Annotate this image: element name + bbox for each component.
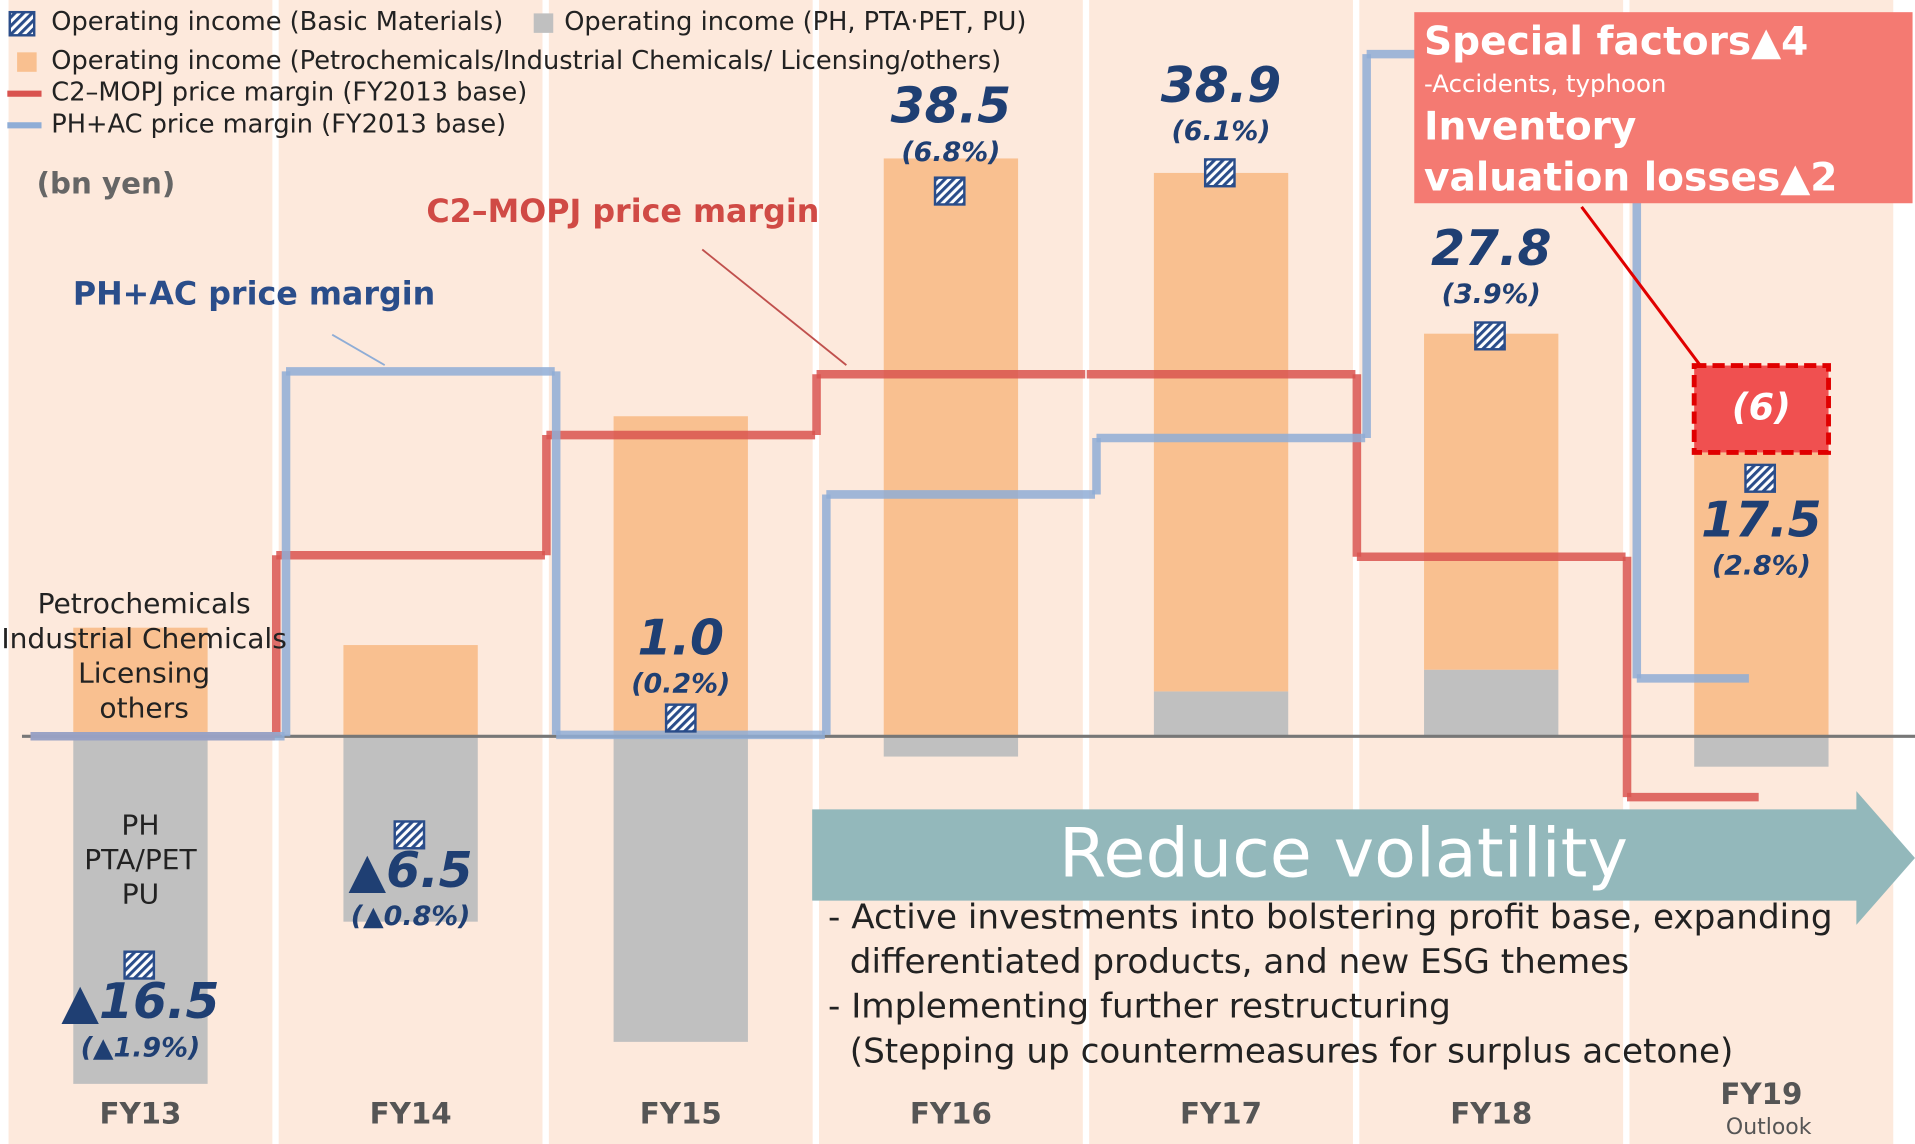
legend-label: Operating income (Basic Materials) <box>51 7 503 37</box>
margin-label: (6.8%) <box>901 137 1000 168</box>
hatch-icon <box>664 703 697 733</box>
bullet-text: (Stepping up countermeasures for surplus… <box>828 1031 1733 1071</box>
margin-label: (3.9%) <box>1442 279 1541 310</box>
segment-note: Licensing <box>78 657 210 690</box>
segment-note: Industrial Chemicals <box>1 622 287 655</box>
margin-label: (2.8%) <box>1712 551 1811 582</box>
hatch-icon <box>1474 321 1506 351</box>
legend-label: PH+AC price margin (FY2013 base) <box>51 109 506 139</box>
x-tick-label: FY18 <box>1450 1096 1532 1130</box>
annotation-leader <box>331 333 386 366</box>
bullet-text: differentiated products, and new ESG the… <box>828 942 1629 982</box>
segment-note: PU <box>122 878 159 911</box>
special-arrow <box>1580 205 1702 367</box>
legend-label: Operating income (PH, PTA·PET, PU) <box>564 7 1026 37</box>
unit-label: (bn yen) <box>37 167 176 201</box>
total-label: 38.5 <box>891 79 1011 135</box>
x-tick-label: FY16 <box>910 1096 992 1130</box>
bar-segment <box>1424 333 1559 670</box>
margin-label: (0.2%) <box>631 669 730 700</box>
special-box-text: Special factors▲4 <box>1424 19 1808 64</box>
total-label: 27.8 <box>1431 221 1551 277</box>
bar-segment <box>1424 669 1559 737</box>
legend-swatch <box>8 10 36 37</box>
margin-label: (6.1%) <box>1172 116 1271 147</box>
special-factor-box <box>1691 363 1831 455</box>
bullet-text: - Active investments into bolstering pro… <box>828 897 1833 937</box>
margin-label: (▲1.9%) <box>81 1033 201 1064</box>
x-tick-label: FY14 <box>370 1096 452 1130</box>
legend-swatch <box>533 13 554 33</box>
total-label: 38.9 <box>1161 58 1281 114</box>
special-box-text: valuation losses▲2 <box>1424 156 1837 201</box>
hatch-icon <box>1203 158 1236 188</box>
x-tick-label: FY19 <box>1720 1077 1802 1111</box>
bar-segment <box>1694 736 1829 767</box>
hatch-icon <box>393 820 426 850</box>
segment-note: PH <box>121 808 159 841</box>
column-bg <box>278 0 543 1144</box>
total-label: 1.0 <box>637 610 724 666</box>
total-label: ▲16.5 <box>61 974 219 1030</box>
bullet-text: - Implementing further restructuring <box>828 987 1451 1027</box>
hatch-icon <box>1744 463 1777 493</box>
line-annotation: C2–MOPJ price margin <box>426 194 819 230</box>
special-box-text: -Accidents, typhoon <box>1424 69 1666 98</box>
total-label: ▲6.5 <box>349 843 473 899</box>
arrow-text: Reduce volatility <box>1059 815 1628 894</box>
legend-label: Operating income (Petrochemicals/Industr… <box>51 46 1001 76</box>
bar-segment <box>73 627 208 737</box>
bar-segment <box>73 736 208 1084</box>
bar-segment <box>613 416 748 737</box>
bar-segment <box>613 736 748 1042</box>
x-tick-label: FY15 <box>640 1096 722 1130</box>
legend-swatch <box>17 52 37 72</box>
bar-segment <box>1153 691 1289 737</box>
bar-segment <box>343 645 478 737</box>
x-tick-label: FY13 <box>99 1096 181 1130</box>
bar-segment <box>883 736 1019 757</box>
special-box <box>1414 12 1913 204</box>
special-box-text: Inventory <box>1424 105 1636 150</box>
legend-label: C2–MOPJ price margin (FY2013 base) <box>51 78 527 108</box>
segment-note: others <box>99 692 188 725</box>
bar-segment <box>1153 172 1289 692</box>
volatility-arrow <box>812 791 1915 925</box>
segment-note: PTA/PET <box>84 843 197 876</box>
segment-note: Petrochemicals <box>38 587 251 620</box>
hatch-icon <box>123 950 156 980</box>
margin-label: (▲0.8%) <box>351 901 471 932</box>
hatch-icon <box>933 176 966 206</box>
annotation-leader <box>701 248 847 366</box>
bar-segment <box>883 158 1019 737</box>
bar-segment <box>1694 452 1829 737</box>
special-factor-label: (6) <box>1732 386 1791 429</box>
x-tick-label: FY17 <box>1180 1096 1262 1130</box>
total-label: 17.5 <box>1701 492 1821 548</box>
category-note: Outlook <box>1726 1115 1812 1140</box>
line-annotation: PH+AC price margin <box>73 277 435 313</box>
